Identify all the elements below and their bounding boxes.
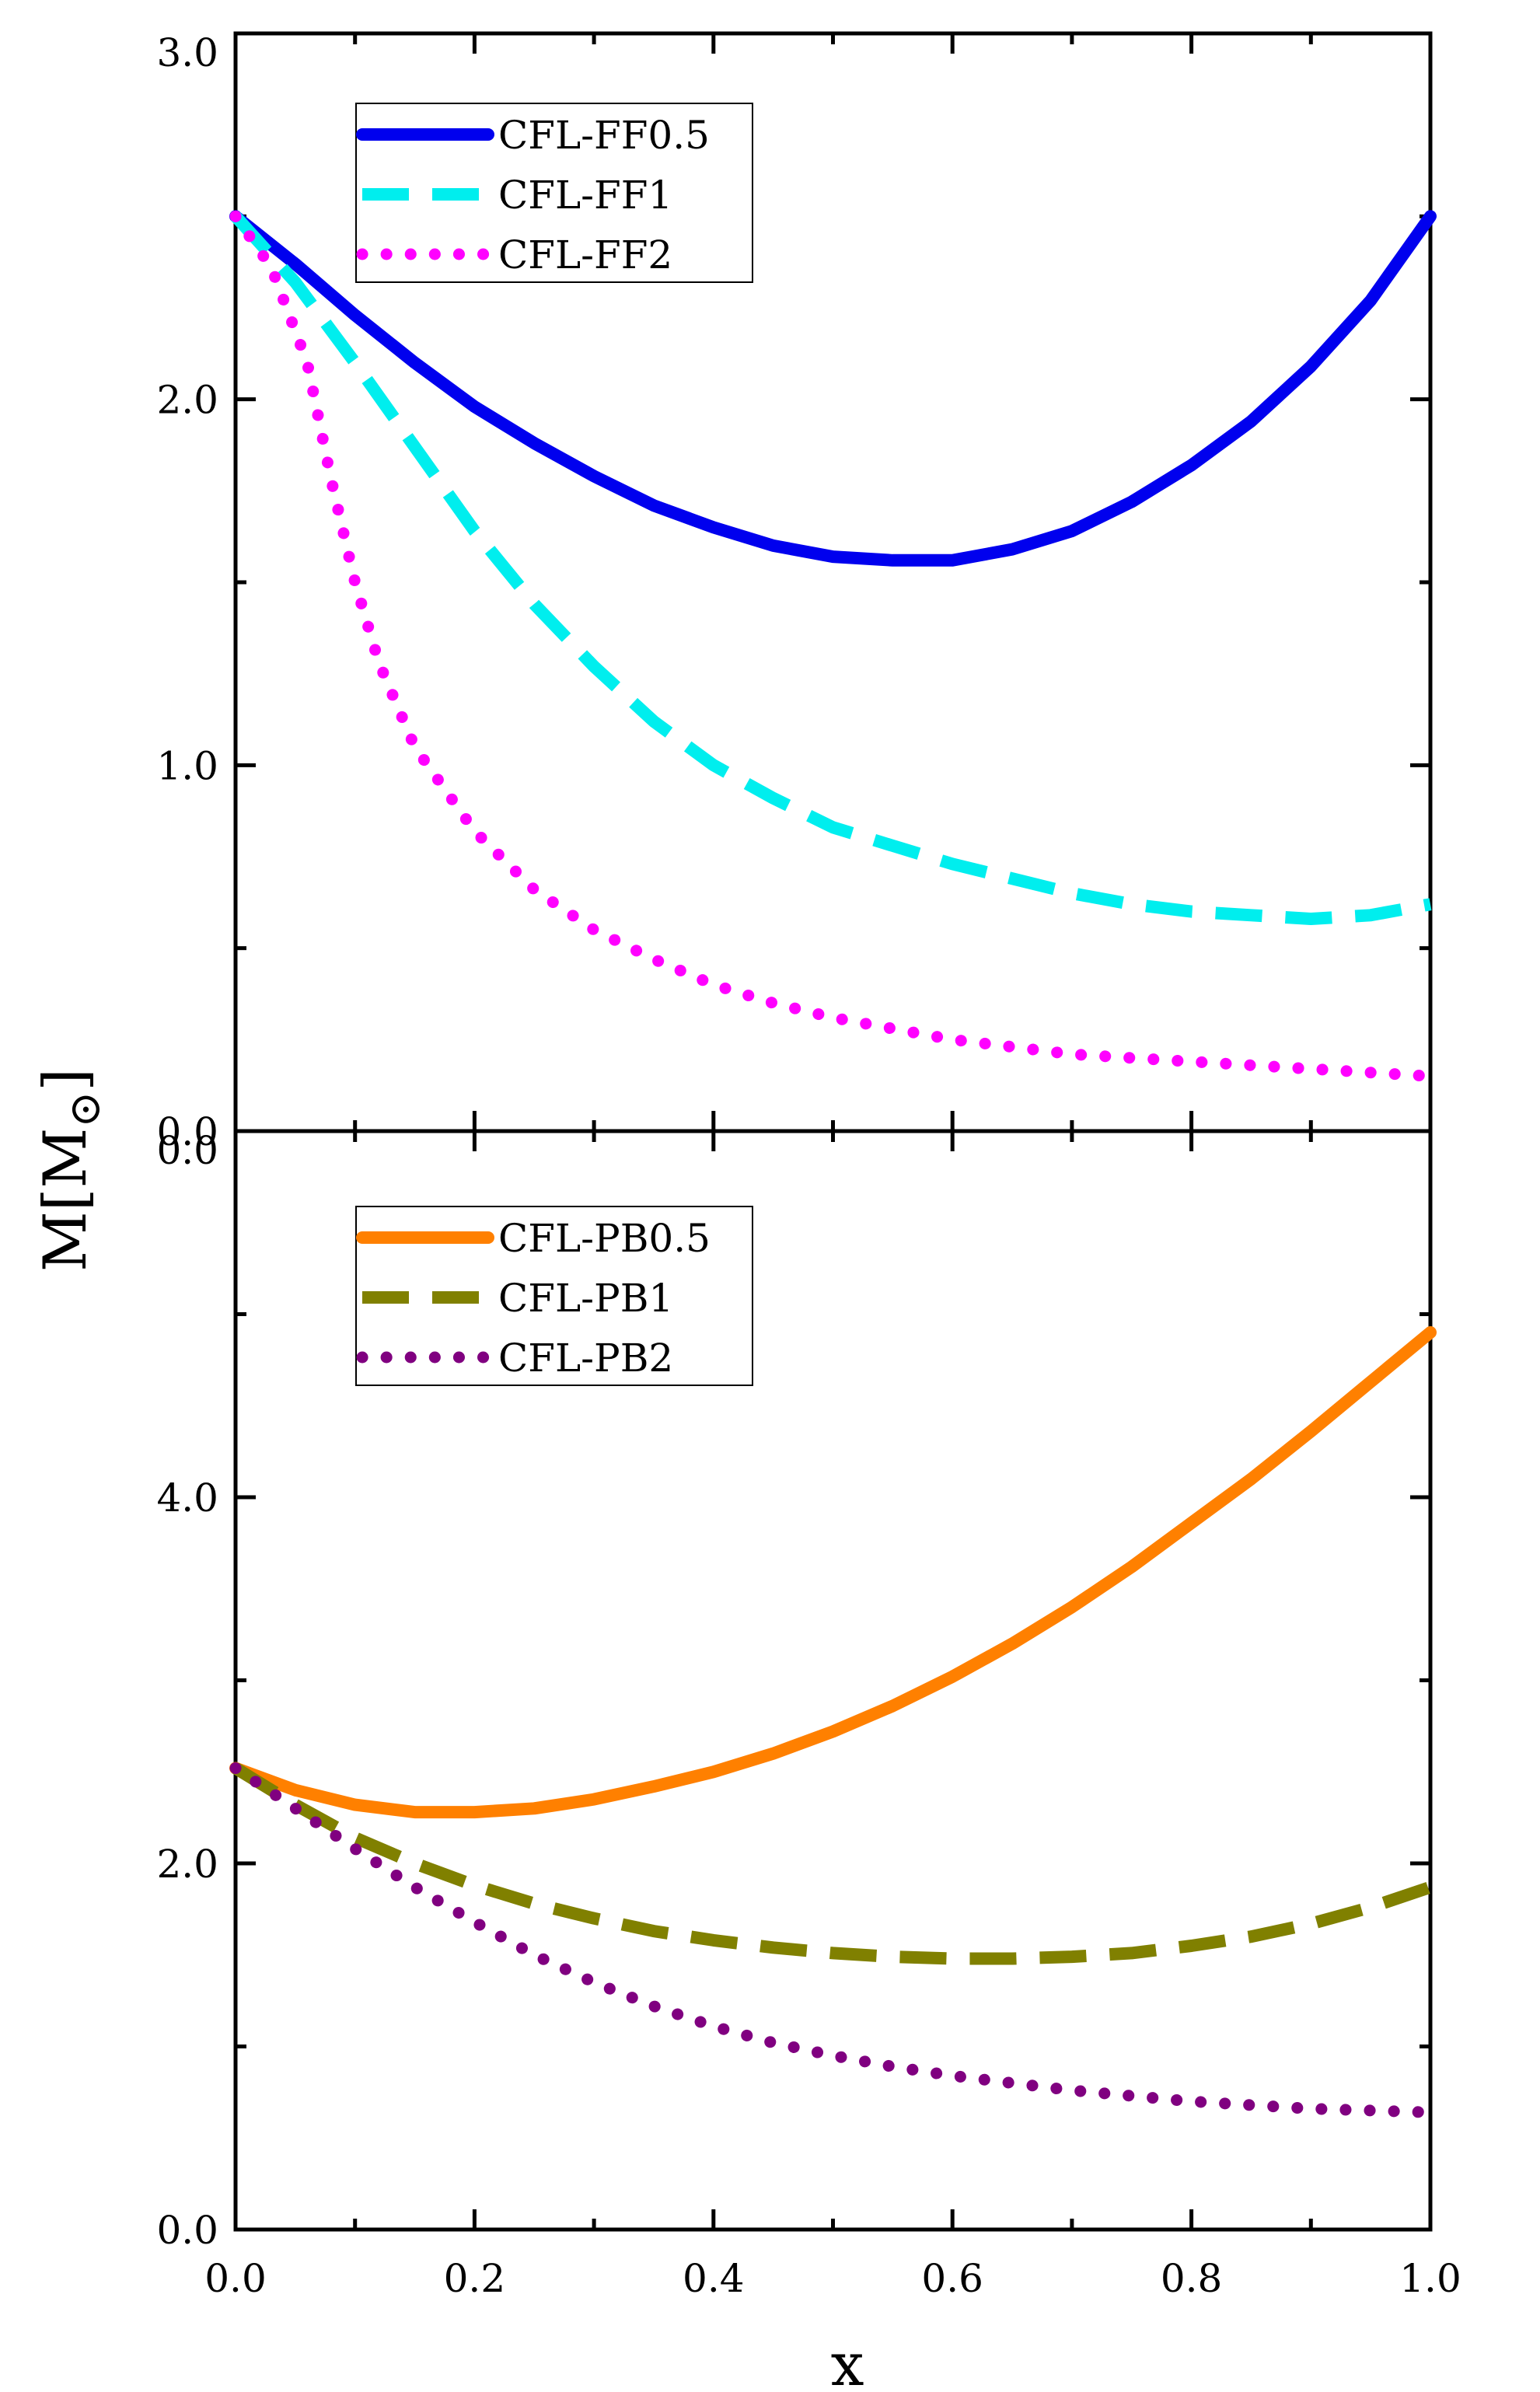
- series-line-CFL-PB0.5: [229, 1326, 1437, 1819]
- legend: CFL-PB0.5 CFL-PB1 CFL-PB2: [355, 1206, 753, 1386]
- y-tick-label: 0.0: [156, 1109, 218, 1154]
- x-axis-title: x: [831, 2330, 864, 2392]
- y-axis-title: M[M⊙]: [30, 1068, 110, 1272]
- series-line-CFL-PB1: [232, 1762, 1433, 1965]
- y-tick-label: 2.0: [156, 1842, 218, 1887]
- y-tick-label: 0.0: [156, 2208, 218, 2253]
- y-axis-title-text: M[M⊙]: [30, 1068, 110, 1272]
- legend-box: [355, 103, 753, 283]
- x-tick-label: 1.0: [1399, 2256, 1461, 2301]
- y-tick-label: 0.0: [156, 1128, 218, 1173]
- panel-top: 0.0 1.0 2.0 3.0 CFL-FF0.5 CFL-FF1 CFL-FF2: [156, 30, 1437, 1154]
- legend-label-CFL-FF1: CFL-FF1: [498, 173, 672, 218]
- series-line-CFL-PB2: [229, 1762, 1437, 2118]
- legend-label-CFL-PB2: CFL-PB2: [498, 1336, 673, 1381]
- legend-label-CFL-PB0.5: CFL-PB0.5: [498, 1216, 711, 1261]
- y-tick-label: 2.0: [156, 378, 218, 423]
- legend-label-CFL-FF2: CFL-FF2: [498, 232, 672, 278]
- x-tick-label: 0.0: [204, 2256, 267, 2301]
- legend-label-CFL-FF0.5: CFL-FF0.5: [498, 113, 710, 158]
- series-line-CFL-FF0.5: [229, 210, 1437, 567]
- y-tick-label: 4.0: [156, 1475, 218, 1521]
- legend: CFL-FF0.5 CFL-FF1 CFL-FF2: [355, 103, 753, 283]
- x-tick-label: 0.4: [683, 2256, 745, 2301]
- panel-bottom: 0.02.04.00.00.0 0.2 0.4 0.6 0.8 1.0CFL-PB0.5C…: [156, 1128, 1461, 2301]
- legend-label-CFL-PB1: CFL-PB1: [498, 1276, 673, 1321]
- series-line-CFL-FF1: [231, 211, 1432, 925]
- x-tick-label: 0.6: [921, 2256, 983, 2301]
- x-tick-label: 0.8: [1161, 2256, 1223, 2301]
- y-tick-label: 1.0: [156, 743, 218, 788]
- y-tick-label: 3.0: [156, 30, 218, 75]
- x-tick-label: 0.2: [444, 2256, 506, 2301]
- series-line-CFL-FF2: [229, 210, 1437, 1082]
